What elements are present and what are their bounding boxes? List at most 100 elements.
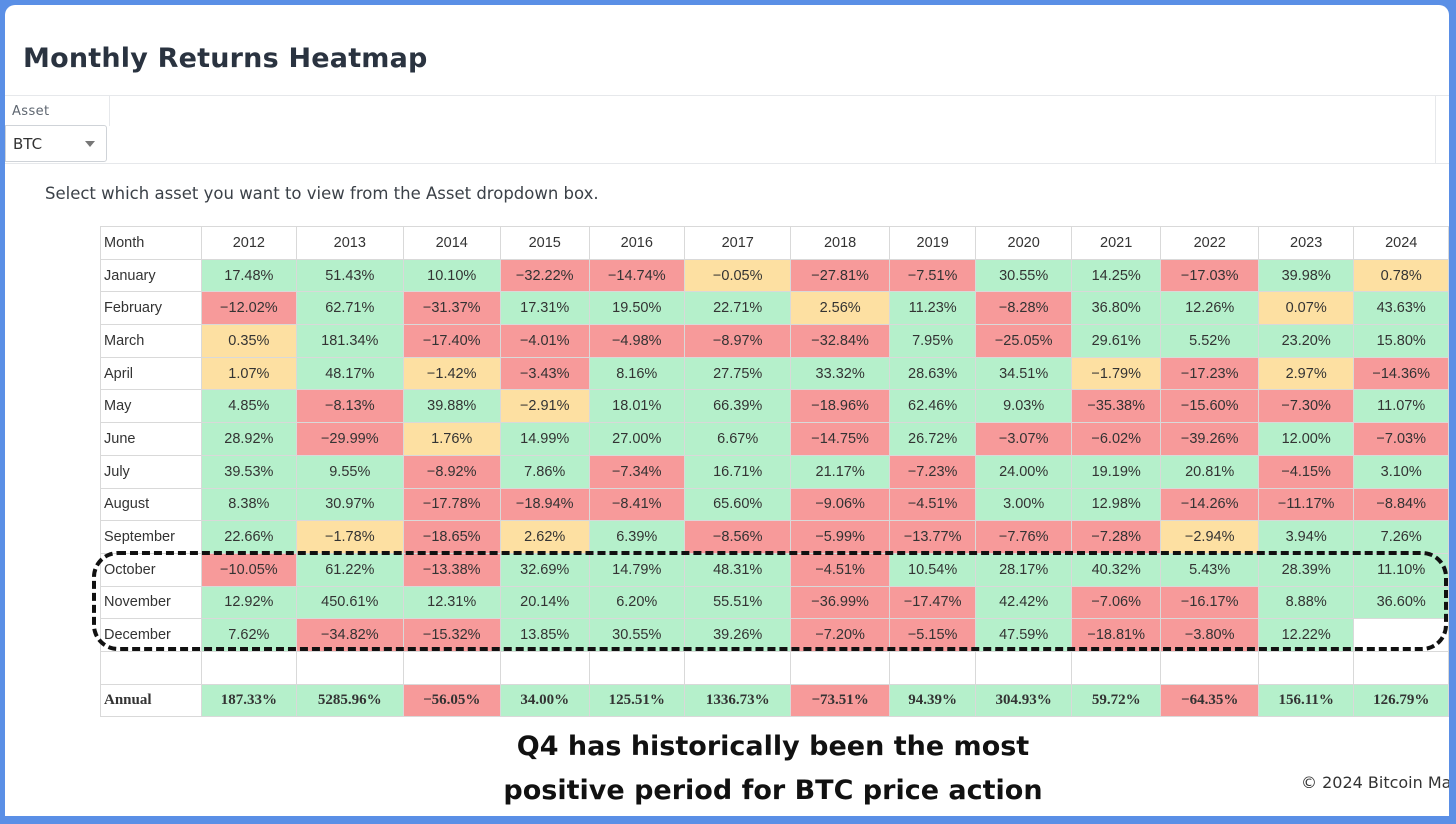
table-row: March 0.35% 181.34% −17.40% −4.01% −4.98% −8.9… xyxy=(100,324,1449,358)
heatmap-cell: 59.72% xyxy=(1070,683,1162,718)
heatmap-cell: 22.66% xyxy=(200,520,298,554)
heatmap-cell: 3.10% xyxy=(1353,454,1449,489)
heatmap-cell: 156.11% xyxy=(1257,683,1355,718)
heatmap-cell: 10.10% xyxy=(402,258,501,293)
heatmap-cell: 30.97% xyxy=(296,487,404,522)
heatmap-cell: 12.22% xyxy=(1257,618,1355,652)
heatmap-cell: 48.31% xyxy=(683,552,792,587)
row-label: September xyxy=(100,520,202,554)
year-column-header: 2019 xyxy=(888,226,977,260)
year-column-header: 2015 xyxy=(499,226,590,260)
row-label: May xyxy=(100,389,202,424)
heatmap-cell: −4.01% xyxy=(499,324,590,358)
heatmap-cell: 4.85% xyxy=(200,389,298,424)
table-row: July 39.53% 9.55% −8.92% 7.86% −7.34% 16.71% 21… xyxy=(100,454,1449,489)
empty-cell xyxy=(790,650,890,685)
row-label: January xyxy=(100,258,202,293)
row-label: July xyxy=(100,454,202,489)
heatmap-cell: −18.65% xyxy=(402,520,501,554)
heatmap-cell: −1.79% xyxy=(1070,356,1162,391)
heatmap-cell: −14.75% xyxy=(790,422,890,456)
returns-heatmap-table: Month 2012 2013 2014 2015 2016 2017 2018 2019 20… xyxy=(100,226,1449,718)
heatmap-cell: 48.17% xyxy=(296,356,404,391)
page-title: Monthly Returns Heatmap xyxy=(23,43,428,74)
heatmap-cell: −18.81% xyxy=(1070,618,1162,652)
empty-cell xyxy=(1353,650,1449,685)
table-row: December 7.62% −34.82% −15.32% 13.85% 30.55% 3… xyxy=(100,618,1449,652)
heatmap-cell: 42.42% xyxy=(975,585,1072,620)
heatmap-cell: 30.55% xyxy=(975,258,1072,293)
heatmap-cell: 0.35% xyxy=(200,324,298,358)
heatmap-cell: −17.03% xyxy=(1160,258,1259,293)
heatmap-cell: 12.98% xyxy=(1070,487,1162,522)
heatmap-cell: −1.78% xyxy=(296,520,404,554)
heatmap-cell: 26.72% xyxy=(888,422,977,456)
heatmap-cell: −4.15% xyxy=(1257,454,1355,489)
heatmap-cell: 39.53% xyxy=(200,454,298,489)
heatmap-cell: 18.01% xyxy=(588,389,686,424)
heatmap-cell: −7.51% xyxy=(888,258,977,293)
heatmap-cell: 2.62% xyxy=(499,520,590,554)
asset-label-cell: Asset xyxy=(5,96,110,126)
row-label: June xyxy=(100,422,202,456)
heatmap-cell: 6.20% xyxy=(588,585,686,620)
row-label: October xyxy=(100,552,202,587)
year-column-header: 2023 xyxy=(1257,226,1355,260)
heatmap-cell: −3.07% xyxy=(975,422,1072,456)
heatmap-cell: −2.94% xyxy=(1160,520,1259,554)
heatmap-cell: 5.52% xyxy=(1160,324,1259,358)
heatmap-cell: 7.86% xyxy=(499,454,590,489)
heatmap-cell: −7.34% xyxy=(588,454,686,489)
heatmap-cell: 14.99% xyxy=(499,422,590,456)
asset-dropdown[interactable]: BTC xyxy=(5,125,107,162)
heatmap-cell: −10.05% xyxy=(200,552,298,587)
year-column-header: 2016 xyxy=(588,226,686,260)
table-row: Annual 187.33% 5285.96% −56.05% 34.00% 125.51… xyxy=(100,683,1449,718)
heatmap-cell: −1.42% xyxy=(402,356,501,391)
heatmap-cell: 39.26% xyxy=(683,618,792,652)
row-label: April xyxy=(100,356,202,391)
heatmap-cell: −14.74% xyxy=(588,258,686,293)
heatmap-cell: 32.69% xyxy=(499,552,590,587)
year-column-header: 2018 xyxy=(790,226,890,260)
heatmap-cell: 19.19% xyxy=(1070,454,1162,489)
heatmap-cell: −27.81% xyxy=(790,258,890,293)
row-label: March xyxy=(100,324,202,358)
heatmap-cell: 61.22% xyxy=(296,552,404,587)
heatmap-cell: −31.37% xyxy=(402,291,501,326)
heatmap-cell: −17.47% xyxy=(888,585,977,620)
caption-line: positive period for BTC price action xyxy=(503,775,1043,806)
heatmap-cell: 17.48% xyxy=(200,258,298,293)
heatmap-cell: 34.00% xyxy=(499,683,590,718)
heatmap-cell: −14.26% xyxy=(1160,487,1259,522)
heatmap-cell: 39.98% xyxy=(1257,258,1355,293)
heatmap-cell: −0.05% xyxy=(683,258,792,293)
divider xyxy=(1435,96,1436,163)
heatmap-cell: −17.23% xyxy=(1160,356,1259,391)
heatmap-cell: −13.38% xyxy=(402,552,501,587)
heatmap-cell: 304.93% xyxy=(975,683,1072,718)
heatmap-cell: 66.39% xyxy=(683,389,792,424)
heatmap-cell: 17.31% xyxy=(499,291,590,326)
heatmap-cell: −18.96% xyxy=(790,389,890,424)
empty-cell xyxy=(100,650,202,685)
empty-cell xyxy=(1160,650,1259,685)
heatmap-cell: 12.31% xyxy=(402,585,501,620)
heatmap-cell: 40.32% xyxy=(1070,552,1162,587)
year-column-header: 2022 xyxy=(1160,226,1259,260)
heatmap-cell: −7.23% xyxy=(888,454,977,489)
heatmap-cell: 55.51% xyxy=(683,585,792,620)
heatmap-cell: −7.76% xyxy=(975,520,1072,554)
year-column-header: 2021 xyxy=(1070,226,1162,260)
empty-cell xyxy=(296,650,404,685)
chevron-down-icon xyxy=(85,141,95,147)
heatmap-cell: 65.60% xyxy=(683,487,792,522)
year-column-header: 2013 xyxy=(296,226,404,260)
heatmap-cell: 7.62% xyxy=(200,618,298,652)
heatmap-cell: 43.63% xyxy=(1353,291,1449,326)
table-row: September 22.66% −1.78% −18.65% 2.62% 6.39% −8… xyxy=(100,520,1449,554)
heatmap-cell: −8.92% xyxy=(402,454,501,489)
empty-cell xyxy=(1257,650,1355,685)
heatmap-cell: 94.39% xyxy=(888,683,977,718)
divider xyxy=(5,95,1449,96)
